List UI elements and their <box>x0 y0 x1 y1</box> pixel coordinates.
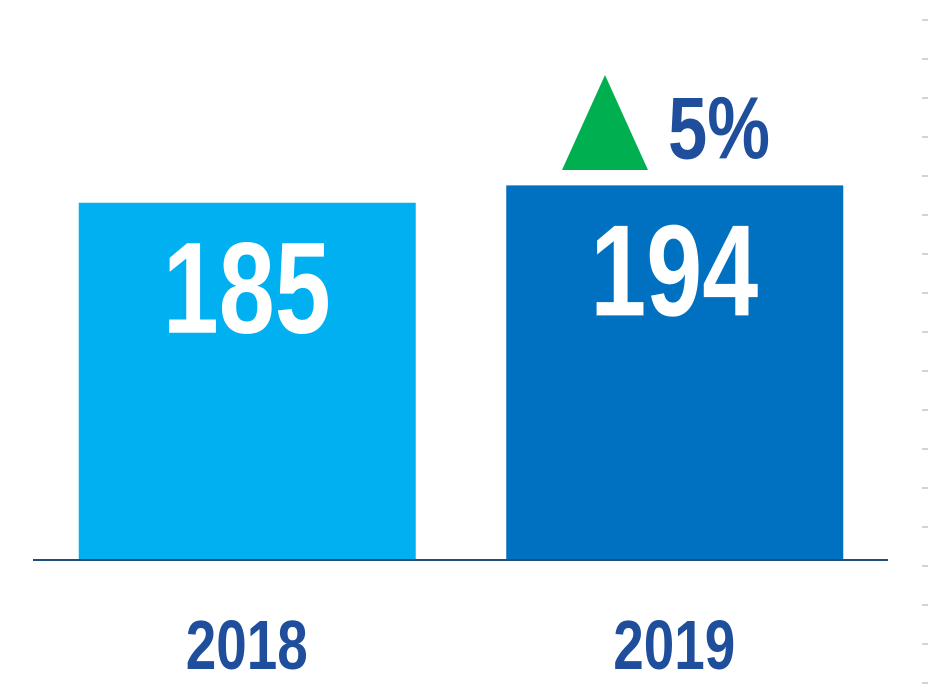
x-tick-label: 2018 <box>186 606 308 684</box>
bar <box>78 202 416 561</box>
bar-value-label: 185 <box>163 215 331 361</box>
increase-arrow <box>562 75 648 170</box>
bar <box>506 185 844 560</box>
x-tick-label: 2019 <box>613 606 735 684</box>
change-annotation: 5% <box>668 79 770 178</box>
bar-value-label: 194 <box>590 197 758 343</box>
